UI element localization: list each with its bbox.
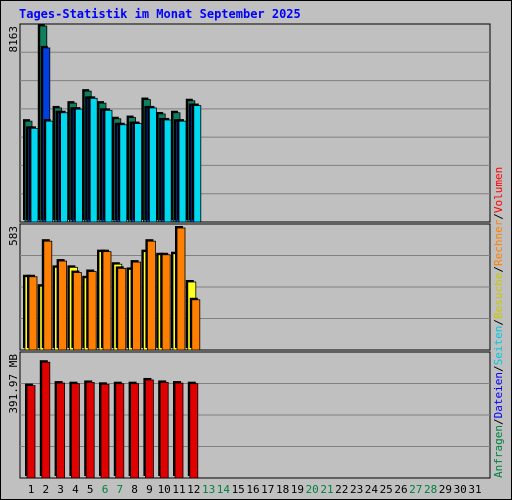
chart-title: Tages-Statistik im Monat September 2025: [19, 7, 301, 21]
bar-rechner-day-6: [102, 251, 112, 351]
bar-volumen-day-5: [85, 382, 95, 479]
legend-item-dateien: Dateien: [492, 372, 505, 418]
bar-volumen-day-2: [41, 361, 51, 479]
bar-seiten-day-3: [60, 112, 68, 223]
x-tick-label-day-3: 3: [57, 483, 64, 496]
legend-item-seiten: Seiten: [492, 326, 505, 366]
bar-seiten-day-7: [119, 124, 128, 223]
bar-volumen-day-1: [26, 385, 36, 479]
bar-volumen-day-10: [159, 382, 169, 479]
x-tick-label-day-11: 11: [172, 483, 185, 496]
bar-rechner-day-12: [191, 299, 201, 351]
legend: Anfragen/Dateien/Seiten/Besuche/Rechner/…: [492, 167, 505, 478]
bar-seiten-day-6: [104, 109, 113, 223]
x-tick-label-day-26: 26: [394, 483, 407, 496]
bar-rechner-day-5: [87, 271, 97, 351]
bar-seiten-day-2: [45, 120, 54, 223]
panel-3-ymax-label: 391.97 MB: [7, 354, 20, 414]
bar-volumen-day-7: [115, 383, 125, 479]
x-tick-label-day-13: 13: [202, 483, 215, 496]
x-tick-label-day-18: 18: [276, 483, 289, 496]
x-tick-label-day-20: 20: [306, 483, 319, 496]
x-tick-label-day-10: 10: [158, 483, 171, 496]
bar-rechner-day-9: [146, 240, 156, 351]
x-tick-label-day-30: 30: [454, 483, 467, 496]
x-tick-label-day-8: 8: [131, 483, 138, 496]
bar-rechner-day-3: [58, 260, 67, 351]
legend-separator: /: [492, 418, 505, 425]
bar-volumen-day-6: [100, 383, 110, 479]
x-tick-label-day-7: 7: [116, 483, 123, 496]
bar-seiten-day-12: [193, 105, 202, 223]
x-tick-label-day-14: 14: [217, 483, 231, 496]
x-tick-label-day-16: 16: [246, 483, 259, 496]
bar-rechner-day-4: [73, 272, 82, 351]
x-tick-label-day-6: 6: [102, 483, 109, 496]
x-tick-label-day-1: 1: [28, 483, 35, 496]
x-tick-label-day-12: 12: [187, 483, 200, 496]
bar-volumen-day-8: [130, 383, 140, 479]
x-tick-label-day-9: 9: [146, 483, 153, 496]
bar-rechner-day-2: [43, 240, 53, 351]
legend-separator: /: [492, 213, 505, 220]
panel-2-ymax-label: 583: [7, 226, 20, 246]
legend-separator: /: [492, 266, 505, 273]
x-tick-label-day-17: 17: [261, 483, 274, 496]
x-tick-label-day-2: 2: [42, 483, 49, 496]
legend-item-besuche: Besuche: [492, 273, 505, 319]
legend-separator: /: [492, 319, 505, 326]
bar-volumen-day-3: [56, 382, 65, 479]
legend-item-anfragen: Anfragen: [492, 425, 505, 478]
x-tick-label-day-25: 25: [380, 483, 393, 496]
x-tick-label-day-27: 27: [409, 483, 422, 496]
x-tick-label-day-21: 21: [320, 483, 333, 496]
x-tick-label-day-4: 4: [72, 483, 79, 496]
x-tick-label-day-23: 23: [350, 483, 363, 496]
bar-seiten-day-11: [178, 120, 187, 223]
bar-volumen-day-12: [189, 383, 199, 479]
legend-item-volumen: Volumen: [492, 167, 505, 213]
legend-item-rechner: Rechner: [492, 219, 505, 266]
x-tick-label-day-19: 19: [291, 483, 304, 496]
panel-1-ymax-label: 8163: [7, 26, 20, 53]
bar-volumen-day-9: [144, 379, 154, 479]
x-tick-label-day-31: 31: [468, 483, 481, 496]
x-tick-label-day-15: 15: [232, 483, 245, 496]
bar-seiten-day-10: [163, 119, 172, 223]
bar-seiten-day-8: [134, 123, 143, 223]
bar-rechner-day-8: [132, 261, 142, 351]
bar-rechner-day-10: [161, 254, 171, 351]
x-tick-label-day-5: 5: [87, 483, 94, 496]
bar-rechner-day-11: [176, 227, 186, 351]
bar-seiten-day-1: [30, 127, 39, 223]
bar-volumen-day-11: [174, 382, 184, 479]
x-tick-label-day-24: 24: [365, 483, 379, 496]
bar-volumen-day-4: [71, 383, 80, 479]
bar-seiten-day-5: [89, 97, 98, 223]
bar-seiten-day-4: [75, 108, 83, 223]
x-tick-label-day-29: 29: [439, 483, 452, 496]
legend-separator: /: [492, 365, 505, 372]
x-tick-label-day-28: 28: [424, 483, 437, 496]
x-tick-label-day-22: 22: [335, 483, 348, 496]
bar-rechner-day-1: [28, 276, 38, 351]
bar-seiten-day-9: [148, 107, 157, 223]
bar-rechner-day-7: [117, 267, 127, 351]
